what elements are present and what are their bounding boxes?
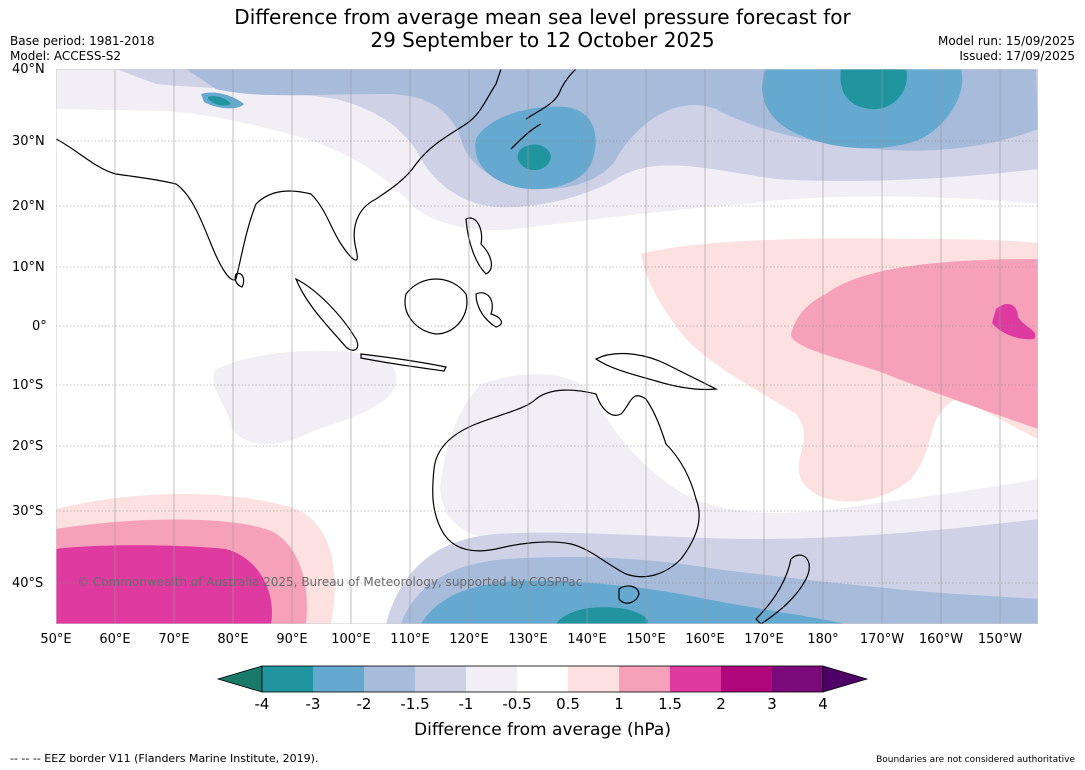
anomaly-band-pos-15-south-indian	[56, 545, 272, 624]
colorbar-tick-label: 0.5	[556, 695, 580, 713]
colorbar-segment	[772, 666, 823, 692]
colorbar-tick-label: 2	[716, 695, 726, 713]
colorbar-segment	[568, 666, 619, 692]
lat-label: 30°N	[12, 134, 45, 149]
lat-label: 10°S	[12, 378, 44, 393]
lat-label: 0°	[32, 319, 47, 334]
anomaly-band-neg-05-indian	[213, 350, 1038, 549]
colorbar-title: Difference from average (hPa)	[414, 720, 671, 740]
colorbar-segment	[466, 666, 517, 692]
lon-label: 50°E	[40, 632, 72, 647]
anomaly-band-pos-1-pacific	[791, 259, 1038, 429]
coastlines	[56, 69, 810, 624]
model-run: Model run: 15/09/2025	[937, 34, 1075, 48]
title-line-2: 29 September to 12 October 2025	[370, 28, 715, 52]
lat-label: 20°S	[12, 439, 44, 454]
lat-label: 40°S	[12, 576, 44, 591]
lon-label: 140°E	[567, 632, 607, 647]
map-panel	[56, 69, 1038, 624]
colorbar-segment	[313, 666, 364, 692]
colorbar-tick-label: 4	[818, 695, 828, 713]
lat-label: 30°S	[12, 504, 44, 519]
anomaly-band-neg-2-north	[201, 69, 963, 190]
colorbar-tick-label: -1.5	[400, 695, 430, 713]
colorbar-tick-label: -0.5	[502, 695, 532, 713]
new-zealand-coast	[755, 554, 810, 624]
lon-label: 160°E	[685, 632, 725, 647]
colorbar-segment	[619, 666, 670, 692]
new-guinea-coast	[594, 353, 719, 391]
graticule	[56, 69, 1038, 584]
colorbar-tick-label: -1	[458, 695, 474, 713]
colorbar-tick-label: -3	[305, 695, 321, 713]
lon-label: 150°W	[977, 632, 1023, 647]
colorbar-segment	[517, 666, 568, 692]
java-coast	[360, 353, 447, 372]
anomaly-band-neg-3-south	[556, 607, 648, 624]
sri-lanka-coast	[234, 272, 245, 288]
colorbar-tick-label: -2	[356, 695, 372, 713]
issued-date: Issued: 17/09/2025	[959, 49, 1075, 63]
lon-label: 130°E	[508, 632, 548, 647]
lon-label: 150°E	[626, 632, 666, 647]
lon-label: 100°E	[331, 632, 371, 647]
philippines-coast	[465, 217, 493, 275]
disclaimer: Boundaries are not considered authoritat…	[876, 755, 1075, 765]
credit-text: © Commonwealth of Australia 2025, Bureau…	[77, 575, 583, 589]
base-period: Base period: 1981-2018	[10, 34, 155, 48]
colorbar-tick-label: 1	[614, 695, 624, 713]
colorbar-tick-label: 1.5	[658, 695, 682, 713]
japan-coast	[510, 69, 577, 150]
colorbar-segment	[364, 666, 415, 692]
tasmania-coast	[618, 585, 640, 604]
colorbar-arrow-left	[216, 665, 263, 693]
lon-label: 110°E	[390, 632, 430, 647]
lon-label: 70°E	[158, 632, 190, 647]
colorbar-arrow-right	[822, 665, 869, 693]
colorbar-tick-label: -4	[254, 695, 270, 713]
sumatra-coast	[294, 277, 359, 351]
colorbar-segment	[262, 666, 313, 692]
lon-label: 120°E	[449, 632, 489, 647]
colorbar-tick-label: 3	[767, 695, 777, 713]
colorbar-segment	[721, 666, 772, 692]
lon-label: 80°E	[217, 632, 249, 647]
lon-label: 90°E	[276, 632, 308, 647]
model-name: Model: ACCESS-S2	[10, 49, 122, 63]
meridians	[56, 69, 1001, 624]
lon-label: 160°W	[918, 632, 964, 647]
anomaly-band-pos-15-pacific	[992, 303, 1036, 340]
sulawesi-coast	[475, 292, 503, 328]
australia-coast	[432, 389, 700, 578]
borneo-coast	[404, 278, 468, 335]
colorbar-segment	[670, 666, 721, 692]
lon-label: 170°W	[859, 632, 905, 647]
pressure-anomaly-map	[56, 69, 1038, 624]
lat-label: 40°N	[12, 62, 45, 77]
asia-coast	[56, 69, 502, 281]
lat-label: 20°N	[12, 199, 45, 214]
colorbar-segment	[415, 666, 466, 692]
lon-label: 60°E	[99, 632, 131, 647]
anomaly-band-neg-2-south	[421, 580, 846, 624]
title-line-1: Difference from average mean sea level p…	[234, 5, 851, 29]
colorbar-frame	[261, 665, 824, 693]
lat-label: 10°N	[12, 260, 45, 275]
lon-label: 180°	[807, 632, 839, 647]
lon-label: 170°E	[744, 632, 784, 647]
eez-legend: -- -- -- EEZ border V11 (Flanders Marine…	[10, 752, 319, 765]
